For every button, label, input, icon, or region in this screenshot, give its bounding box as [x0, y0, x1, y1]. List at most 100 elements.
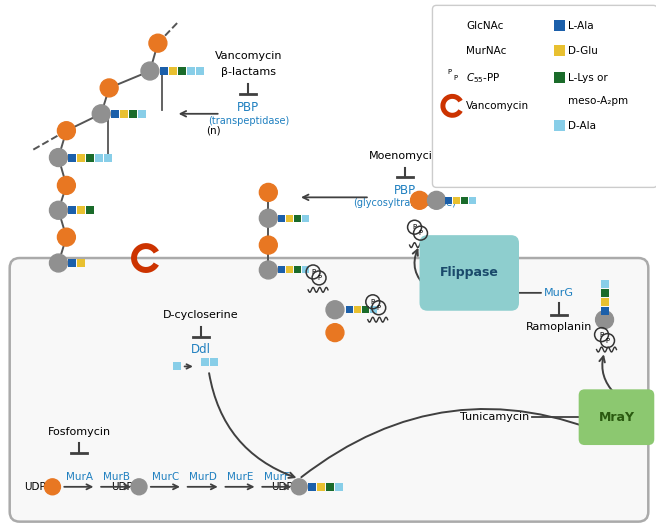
- Text: MraY: MraY: [599, 411, 634, 424]
- Text: (n): (n): [207, 126, 221, 136]
- Text: L-Lys or: L-Lys or: [568, 73, 607, 83]
- Text: D-Glu: D-Glu: [568, 46, 597, 56]
- Bar: [210, 358, 218, 366]
- Bar: [601, 307, 609, 315]
- Text: P: P: [418, 230, 422, 236]
- Text: UDP-: UDP-: [111, 482, 136, 492]
- Bar: [68, 259, 76, 267]
- Bar: [173, 363, 181, 370]
- Circle shape: [259, 183, 277, 201]
- Circle shape: [259, 236, 277, 254]
- Bar: [95, 153, 103, 162]
- Bar: [286, 215, 293, 222]
- Bar: [195, 67, 204, 75]
- Text: (transpeptidase): (transpeptidase): [208, 116, 289, 126]
- Bar: [201, 358, 209, 366]
- Bar: [68, 153, 76, 162]
- Bar: [278, 215, 285, 222]
- Circle shape: [45, 479, 61, 495]
- Bar: [78, 259, 86, 267]
- Circle shape: [57, 177, 76, 194]
- Circle shape: [411, 191, 428, 209]
- Bar: [601, 298, 609, 306]
- Bar: [601, 289, 609, 297]
- Bar: [302, 215, 309, 222]
- Text: MurE: MurE: [227, 472, 253, 482]
- Circle shape: [141, 62, 159, 80]
- Text: MurB: MurB: [103, 472, 130, 482]
- Bar: [308, 483, 316, 491]
- Text: Vancomycin: Vancomycin: [467, 101, 530, 111]
- Text: P: P: [317, 275, 321, 281]
- Circle shape: [428, 191, 445, 209]
- Text: P: P: [311, 269, 315, 275]
- Text: L-Ala: L-Ala: [568, 21, 594, 31]
- Bar: [554, 20, 565, 31]
- Bar: [78, 206, 86, 214]
- Circle shape: [57, 122, 76, 140]
- Bar: [346, 306, 353, 313]
- Bar: [169, 67, 177, 75]
- Bar: [335, 483, 343, 491]
- Text: Tunicamycin: Tunicamycin: [460, 412, 529, 422]
- Text: MurD: MurD: [189, 472, 216, 482]
- Text: GlcNAc: GlcNAc: [467, 21, 503, 31]
- Bar: [302, 267, 309, 274]
- Text: (glycosyltransferase): (glycosyltransferase): [353, 198, 456, 208]
- Text: PBP: PBP: [238, 101, 259, 114]
- Circle shape: [149, 34, 167, 52]
- Bar: [453, 197, 461, 204]
- Bar: [370, 306, 377, 313]
- Bar: [286, 267, 293, 274]
- Bar: [178, 67, 186, 75]
- Text: MurA: MurA: [66, 472, 93, 482]
- Circle shape: [131, 479, 147, 495]
- Text: Ddl: Ddl: [191, 343, 211, 356]
- Circle shape: [291, 479, 307, 495]
- Text: D-cycloserine: D-cycloserine: [163, 310, 238, 320]
- Circle shape: [443, 42, 461, 60]
- Bar: [445, 197, 452, 204]
- Text: MurF: MurF: [265, 472, 290, 482]
- Bar: [554, 72, 565, 83]
- Text: P: P: [376, 305, 381, 311]
- Text: MurC: MurC: [152, 472, 180, 482]
- FancyBboxPatch shape: [420, 235, 519, 311]
- Circle shape: [49, 201, 67, 219]
- Text: $C_{55}$-PP: $C_{55}$-PP: [467, 71, 501, 85]
- Bar: [78, 153, 86, 162]
- Circle shape: [326, 324, 344, 341]
- Bar: [160, 67, 168, 75]
- Bar: [68, 206, 76, 214]
- Bar: [86, 206, 94, 214]
- Text: PBP: PBP: [393, 184, 416, 197]
- Text: P: P: [447, 69, 451, 75]
- Bar: [362, 306, 368, 313]
- Circle shape: [49, 254, 67, 272]
- Text: Moenomycin: Moenomycin: [369, 151, 440, 161]
- Text: MurG: MurG: [544, 288, 574, 298]
- Circle shape: [326, 301, 344, 319]
- Bar: [86, 153, 94, 162]
- Text: UDP-: UDP-: [271, 482, 296, 492]
- FancyBboxPatch shape: [10, 258, 648, 522]
- Bar: [601, 280, 609, 288]
- Text: UDP-: UDP-: [24, 482, 49, 492]
- Text: Vancomycin: Vancomycin: [215, 51, 282, 61]
- Circle shape: [259, 261, 277, 279]
- Bar: [138, 110, 146, 118]
- Circle shape: [57, 228, 76, 246]
- Text: Flippase: Flippase: [440, 267, 499, 279]
- Bar: [469, 197, 476, 204]
- Wedge shape: [440, 94, 463, 118]
- Bar: [104, 153, 112, 162]
- Bar: [461, 197, 468, 204]
- Circle shape: [595, 311, 613, 329]
- Bar: [294, 215, 301, 222]
- Text: P: P: [453, 75, 457, 81]
- Text: Ramoplanin: Ramoplanin: [526, 321, 592, 331]
- FancyBboxPatch shape: [578, 389, 654, 445]
- Wedge shape: [131, 243, 159, 273]
- Text: P: P: [413, 224, 417, 230]
- Bar: [317, 483, 325, 491]
